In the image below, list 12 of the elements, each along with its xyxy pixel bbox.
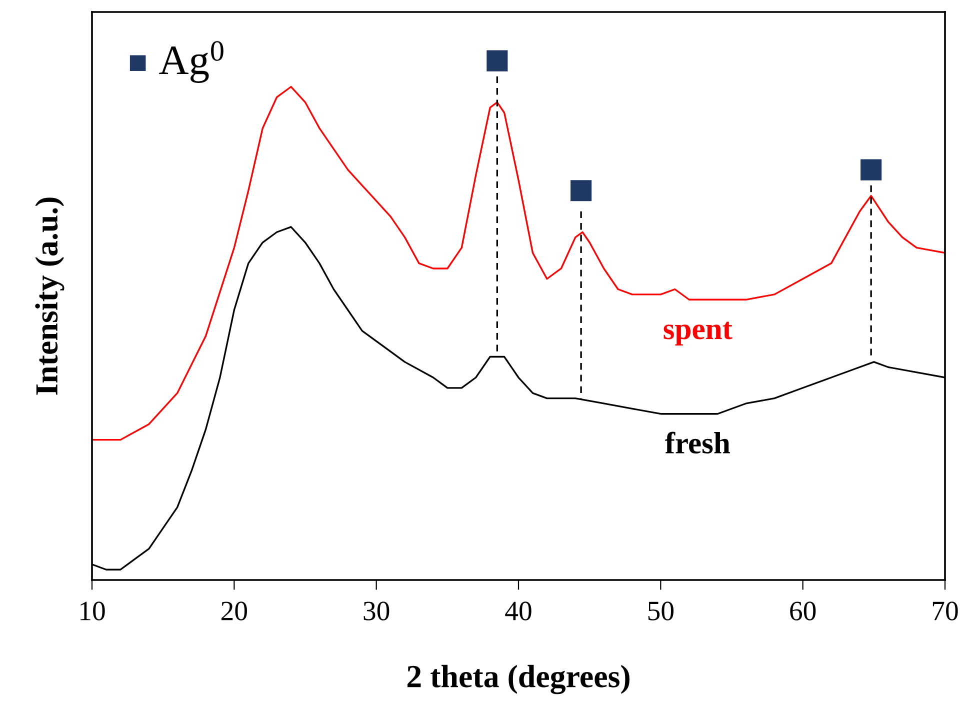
legend-label: Ag$^{0}$ xyxy=(159,41,224,83)
x-tick-label: 10 xyxy=(80,602,105,620)
x-axis-title: 2 theta (degrees) xyxy=(407,664,630,694)
x-tick-label: 30 xyxy=(364,602,390,620)
x-tick-label: 40 xyxy=(505,602,532,620)
annotation: spent xyxy=(664,322,732,346)
x-tick-label: 20 xyxy=(221,602,247,620)
annotation: fresh xyxy=(665,432,730,454)
x-tick-label: 50 xyxy=(648,602,674,620)
x-tick-label: 60 xyxy=(790,602,816,620)
y-axis-title: Intensity (a.u.) xyxy=(35,198,64,395)
x-tick-label: 70 xyxy=(932,602,958,620)
